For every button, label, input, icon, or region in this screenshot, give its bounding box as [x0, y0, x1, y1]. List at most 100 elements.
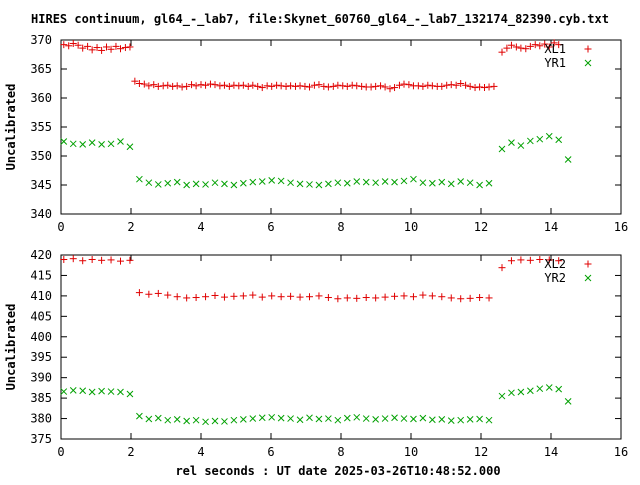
data-point	[306, 293, 313, 301]
data-point	[154, 82, 162, 90]
y-tick-label: 405	[30, 309, 52, 323]
data-point	[485, 179, 493, 187]
data-point	[310, 81, 318, 89]
data-point	[517, 44, 525, 52]
data-point	[545, 384, 553, 391]
y-tick-label: 420	[30, 248, 52, 262]
x-tick-label: 10	[404, 220, 418, 234]
data-point	[117, 257, 124, 265]
data-point	[325, 180, 332, 188]
data-point	[476, 415, 483, 423]
data-point	[498, 264, 506, 272]
data-point	[555, 41, 563, 49]
x-tick-label: 10	[404, 445, 418, 459]
data-point	[112, 42, 120, 50]
data-point	[447, 417, 455, 424]
data-point	[419, 179, 427, 187]
data-point	[296, 180, 304, 188]
data-point	[343, 82, 351, 90]
data-point	[555, 257, 563, 265]
data-point	[145, 82, 153, 90]
data-point	[154, 289, 162, 297]
data-point	[173, 416, 181, 423]
data-point	[358, 82, 366, 90]
data-point	[154, 414, 162, 422]
data-point	[258, 84, 266, 92]
data-point	[296, 416, 304, 424]
data-point	[526, 42, 534, 50]
data-point	[164, 291, 172, 299]
data-point	[536, 42, 544, 50]
data-point	[202, 418, 209, 426]
data-point	[69, 386, 77, 394]
data-point	[343, 294, 351, 302]
data-point	[88, 139, 96, 147]
data-point	[334, 416, 342, 424]
data-point	[230, 81, 238, 89]
data-point	[381, 83, 389, 91]
data-point	[230, 292, 238, 300]
x-tick-label: 0	[57, 445, 64, 459]
data-point	[306, 414, 313, 422]
data-point	[498, 392, 506, 400]
data-point	[220, 81, 228, 89]
data-point	[526, 137, 534, 145]
data-point	[353, 413, 361, 421]
data-point	[211, 179, 219, 187]
data-point	[183, 417, 191, 425]
data-point	[192, 82, 200, 90]
data-point	[512, 43, 520, 51]
data-point	[372, 416, 380, 423]
y-tick-label: 340	[30, 207, 52, 221]
data-point	[343, 414, 351, 422]
data-point	[391, 84, 399, 92]
data-point	[498, 145, 506, 153]
data-point	[121, 44, 129, 52]
data-point	[216, 82, 224, 90]
data-point	[173, 178, 181, 186]
x-tick-label: 16	[614, 220, 628, 234]
data-point	[438, 82, 446, 90]
series-xl2	[60, 255, 563, 303]
data-point	[301, 82, 309, 90]
data-point	[457, 80, 465, 87]
data-point	[88, 255, 96, 263]
data-point	[239, 292, 247, 300]
data-point	[145, 179, 153, 187]
data-point	[140, 80, 148, 88]
x-tick-label: 8	[337, 220, 344, 234]
data-point	[447, 294, 455, 302]
data-point	[362, 415, 370, 422]
data-point	[79, 44, 87, 52]
data-point	[145, 415, 153, 423]
data-point	[98, 46, 106, 54]
data-point	[126, 43, 134, 51]
data-point	[443, 81, 451, 89]
data-point	[60, 388, 68, 395]
data-point	[98, 141, 105, 148]
legend-marker	[584, 274, 592, 282]
data-point	[381, 293, 389, 301]
data-point	[93, 44, 101, 52]
data-point	[419, 414, 427, 422]
data-point	[268, 177, 276, 184]
y-tick-label: 410	[30, 289, 52, 303]
data-point	[526, 387, 534, 395]
data-point	[263, 82, 271, 90]
data-point	[391, 292, 399, 300]
data-point	[244, 82, 252, 90]
data-point	[126, 256, 134, 264]
data-point	[507, 257, 515, 265]
data-point	[84, 42, 92, 50]
data-point	[220, 293, 228, 301]
data-point	[306, 83, 313, 91]
data-point	[135, 289, 143, 297]
data-point	[507, 41, 515, 49]
y-tick-label: 415	[30, 268, 52, 282]
data-point	[428, 292, 436, 300]
data-point	[159, 82, 167, 90]
data-point	[173, 82, 181, 90]
data-point	[517, 256, 525, 264]
